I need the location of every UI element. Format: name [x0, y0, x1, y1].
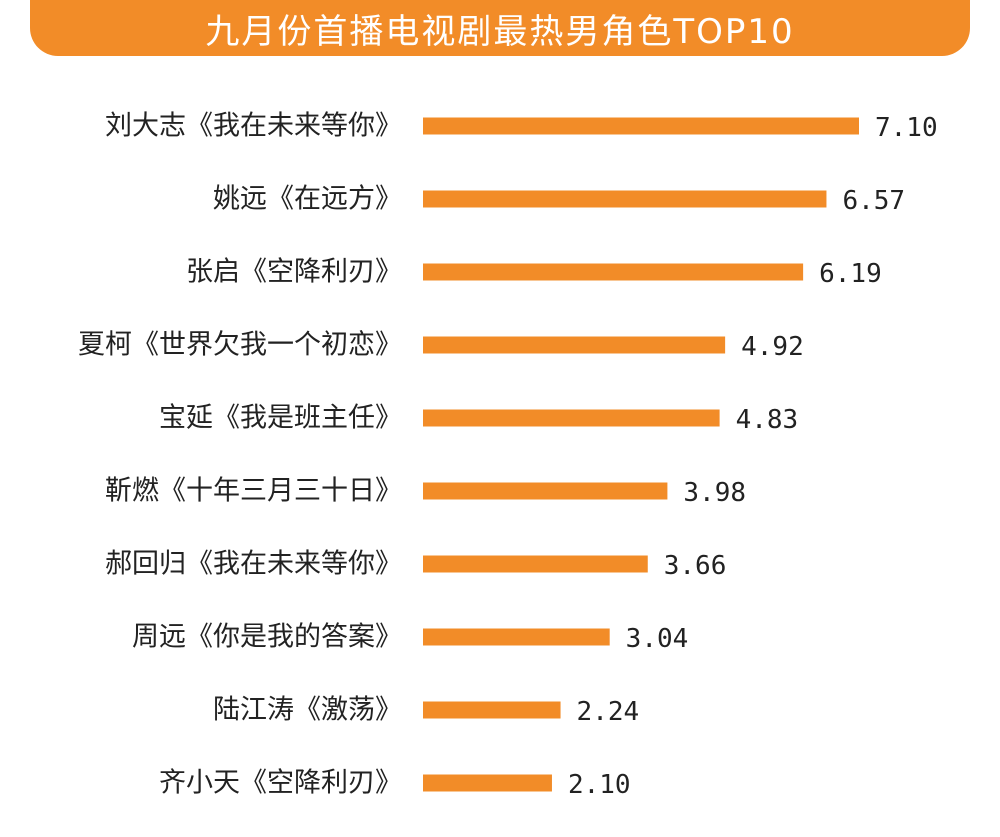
bar [423, 774, 552, 792]
value-label: 6.57 [842, 186, 905, 216]
category-label: 姚远《在远方》 [213, 184, 402, 215]
category-label: 张启《空降利刃》 [186, 257, 402, 288]
bar [423, 555, 648, 573]
category-label: 夏柯《世界欠我一个初恋》 [78, 330, 402, 361]
value-label: 2.10 [568, 770, 631, 800]
title-banner: 九月份首播电视剧最热男角色TOP10 [30, 0, 970, 56]
category-label: 宝延《我是班主任》 [159, 403, 402, 434]
bar [423, 263, 804, 281]
category-label: 齐小天《空降利刃》 [159, 768, 402, 799]
bar [423, 482, 668, 500]
bar [423, 117, 859, 135]
chart-title: 九月份首播电视剧最热男角色TOP10 [205, 11, 795, 52]
bar [423, 409, 720, 427]
value-label: 4.83 [736, 405, 799, 435]
value-label: 3.98 [683, 478, 746, 508]
value-label: 3.66 [664, 551, 727, 581]
bar [423, 701, 561, 719]
category-label: 靳燃《十年三月三十日》 [105, 476, 402, 507]
bar [423, 336, 726, 354]
category-label: 陆江涛《激荡》 [213, 695, 402, 726]
value-label: 6.19 [819, 259, 882, 289]
value-label: 4.92 [741, 332, 804, 362]
category-label: 周远《你是我的答案》 [132, 622, 402, 653]
value-label: 3.04 [626, 624, 689, 654]
category-label: 刘大志《我在未来等你》 [105, 111, 402, 142]
bar [423, 190, 827, 208]
value-label: 7.10 [875, 113, 938, 143]
category-label: 郝回归《我在未来等你》 [105, 549, 402, 580]
value-label: 2.24 [577, 697, 640, 727]
bar [423, 628, 610, 646]
